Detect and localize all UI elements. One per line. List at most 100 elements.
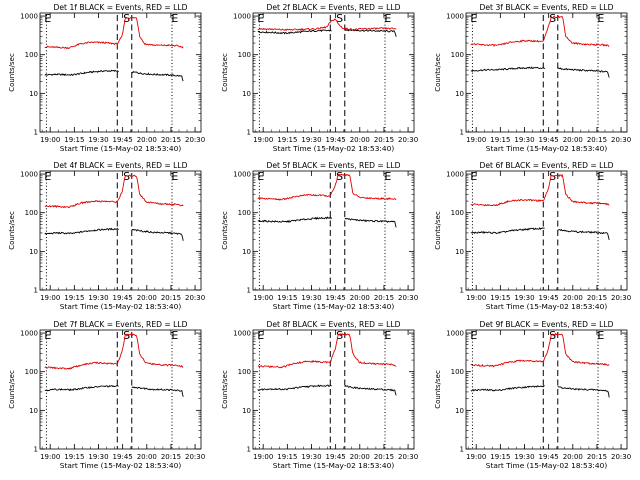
marker-label-s: S [549, 12, 556, 25]
y-axis-label: Counts/sec [221, 370, 229, 409]
marker-label-s: S [549, 329, 556, 342]
plot-frame [39, 12, 202, 133]
plot-frame [252, 329, 415, 450]
x-tick-label: 19:15 [277, 294, 297, 302]
x-tick-label: 19:30 [88, 453, 108, 461]
y-tick-label: 100 [25, 51, 38, 59]
series-events-line [257, 384, 332, 392]
series-events-line [344, 28, 397, 37]
x-tick-label: 20:00 [137, 294, 157, 302]
x-axis-label: Start Time (15-May-02 18:53:40) [486, 461, 608, 470]
x-axis-label: Start Time (15-May-02 18:53:40) [273, 302, 395, 311]
marker-label-s: S [549, 170, 556, 183]
x-tick-label: 20:30 [398, 136, 418, 144]
x-tick-label: 20:30 [185, 294, 205, 302]
y-tick-label: 100 [25, 368, 38, 376]
marker-label-e: E [44, 170, 51, 183]
y-tick-label: 1000 [446, 13, 464, 21]
x-tick-label: 20:00 [350, 294, 370, 302]
marker-label-e: E [44, 12, 51, 25]
x-axis-label: Start Time (15-May-02 18:53:40) [60, 461, 182, 470]
marker-label-e: E [597, 170, 604, 183]
y-tick-label: 10 [29, 407, 38, 415]
panel-title: Det 3f BLACK = Events, RED = LLD [480, 3, 614, 12]
y-axis-label: Counts/sec [434, 53, 442, 92]
marker-label-e: E [384, 12, 391, 25]
panel-title: Det 6f BLACK = Events, RED = LLD [480, 161, 614, 170]
x-axis-label: Start Time (15-May-02 18:53:40) [60, 302, 182, 311]
series-events-line [470, 385, 545, 392]
x-tick-label: 19:30 [514, 294, 534, 302]
y-tick-label: 10 [242, 248, 251, 256]
x-tick-label: 19:30 [514, 136, 534, 144]
marker-label-e: E [257, 329, 264, 342]
plot-frame [39, 170, 202, 291]
panel-det-9: Det 9f BLACK = Events, RED = LLD 1 10 100 10… [434, 320, 631, 470]
x-tick-label: 20:15 [374, 136, 394, 144]
x-tick-label: 19:45 [539, 136, 559, 144]
series-events-line [344, 384, 397, 396]
marker-label-e: E [257, 12, 264, 25]
panel-det-4: Det 4f BLACK = Events, RED = LLD 1 10 100 10… [8, 161, 205, 311]
x-tick-label: 20:00 [137, 453, 157, 461]
plot-frame [465, 12, 628, 133]
panel-det-2: Det 2f BLACK = Events, RED = LLD 1 10 100 10… [221, 3, 418, 153]
series-lld-line [44, 333, 184, 370]
y-tick-label: 1000 [20, 330, 38, 338]
x-tick-label: 20:00 [563, 136, 583, 144]
series-events-line [470, 66, 546, 72]
x-tick-label: 20:15 [587, 453, 607, 461]
marker-label-e: E [171, 170, 178, 183]
x-tick-label: 19:00 [466, 294, 486, 302]
plot-frame [465, 329, 628, 450]
x-tick-label: 19:00 [40, 136, 60, 144]
plot-frame [465, 170, 628, 291]
y-tick-label: 10 [455, 407, 464, 415]
panel-det-8: Det 8f BLACK = Events, RED = LLD 1 10 100 10… [221, 320, 418, 470]
y-axis-label: Counts/sec [8, 211, 16, 250]
x-tick-label: 20:30 [611, 136, 631, 144]
x-tick-label: 19:45 [326, 294, 346, 302]
x-tick-label: 20:15 [161, 294, 181, 302]
x-tick-label: 19:30 [301, 294, 321, 302]
marker-label-e: E [597, 12, 604, 25]
series-lld-line [257, 18, 397, 32]
y-tick-label: 1 [460, 287, 464, 295]
y-tick-label: 1 [460, 129, 464, 137]
x-tick-label: 19:45 [539, 294, 559, 302]
panel-det-5: Det 5f BLACK = Events, RED = LLD 1 10 100 10… [221, 161, 418, 311]
y-axis-label: Counts/sec [8, 53, 16, 92]
x-axis-label: Start Time (15-May-02 18:53:40) [60, 144, 182, 153]
marker-label-s: S [336, 170, 343, 183]
x-tick-label: 19:00 [40, 453, 60, 461]
series-events-line [257, 216, 333, 223]
x-tick-label: 19:15 [277, 453, 297, 461]
panel-title: Det 1f BLACK = Events, RED = LLD [54, 3, 188, 12]
x-tick-label: 19:00 [40, 294, 60, 302]
marker-label-e: E [171, 12, 178, 25]
plot-frame [252, 12, 415, 133]
x-tick-label: 19:15 [64, 294, 84, 302]
series-events-line [44, 227, 119, 236]
x-tick-label: 20:00 [137, 136, 157, 144]
y-tick-label: 10 [242, 407, 251, 415]
y-tick-label: 100 [238, 51, 251, 59]
y-tick-label: 10 [29, 90, 38, 98]
y-tick-label: 100 [238, 209, 251, 217]
marker-label-e: E [470, 170, 477, 183]
x-tick-label: 20:30 [398, 453, 418, 461]
y-tick-label: 1 [34, 129, 38, 137]
series-events-line [344, 217, 397, 228]
marker-label-e: E [597, 329, 604, 342]
x-tick-label: 19:00 [466, 453, 486, 461]
marker-label-s: S [123, 170, 130, 183]
y-tick-label: 100 [451, 51, 464, 59]
y-tick-label: 1000 [446, 171, 464, 179]
series-lld-line [470, 15, 610, 47]
y-tick-label: 1 [247, 287, 251, 295]
x-tick-label: 19:30 [514, 453, 534, 461]
y-tick-label: 10 [455, 248, 464, 256]
x-tick-label: 20:15 [587, 136, 607, 144]
x-tick-label: 20:15 [374, 294, 394, 302]
y-tick-label: 1 [247, 446, 251, 454]
